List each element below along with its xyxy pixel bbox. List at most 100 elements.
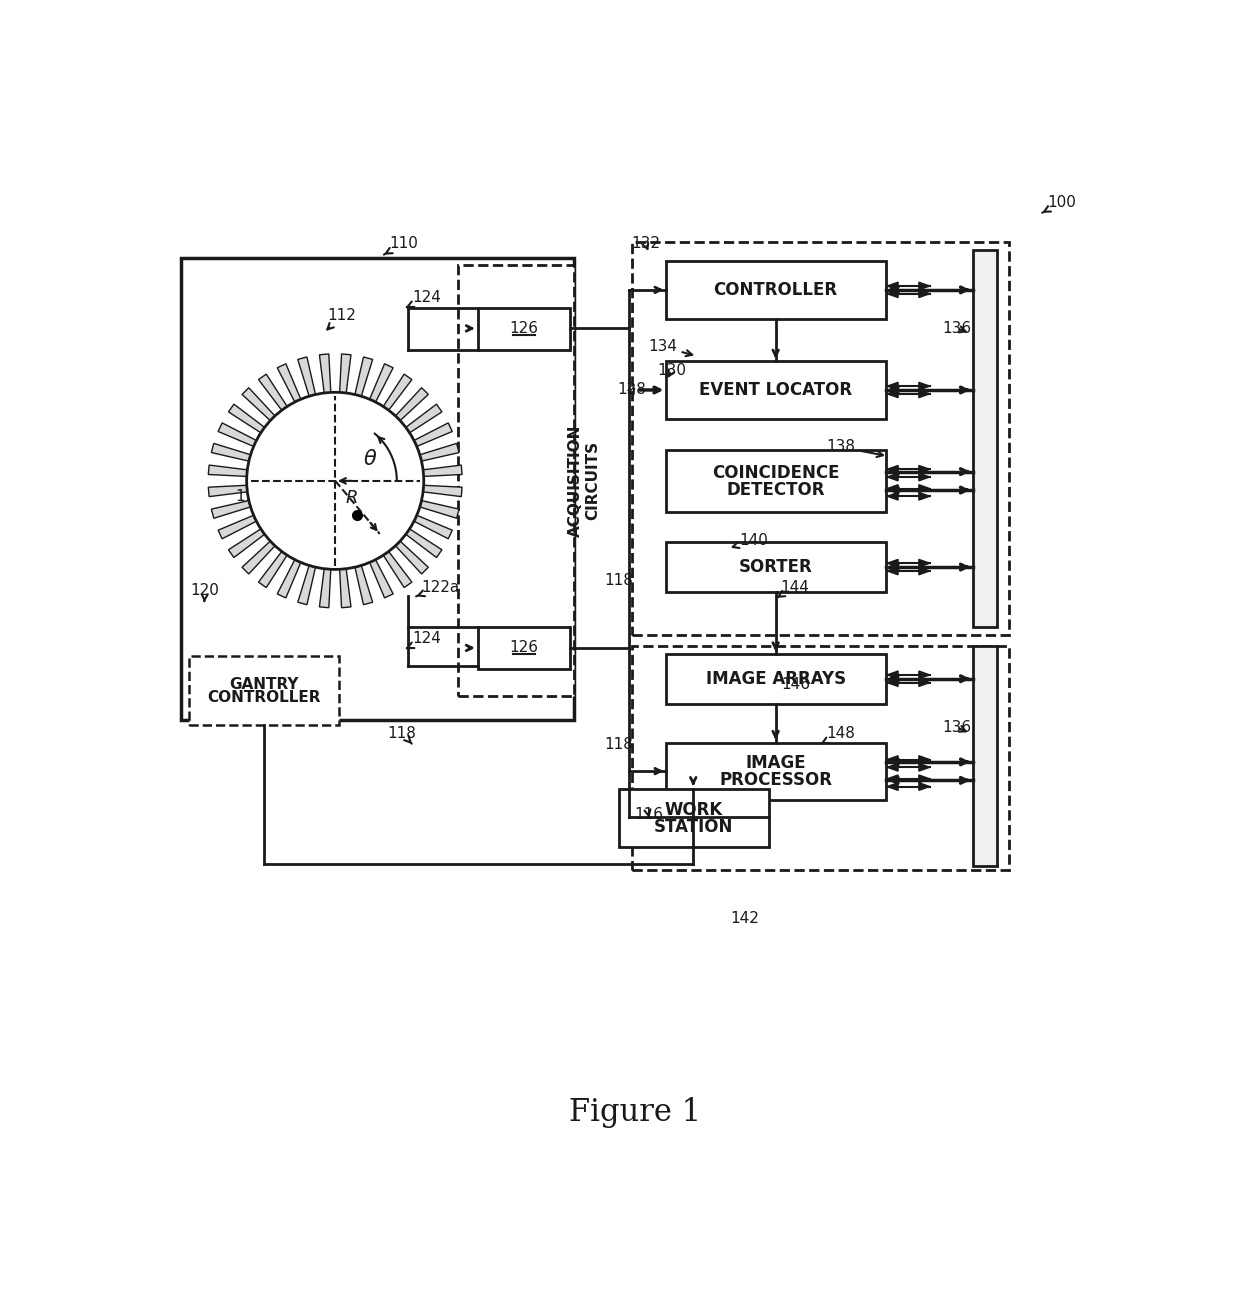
Bar <box>181 257 574 719</box>
Polygon shape <box>242 541 275 573</box>
Polygon shape <box>888 484 898 492</box>
Polygon shape <box>888 466 898 474</box>
Polygon shape <box>258 374 288 411</box>
Polygon shape <box>919 756 930 764</box>
Polygon shape <box>370 363 393 401</box>
Text: 118: 118 <box>605 736 634 752</box>
Polygon shape <box>919 492 930 500</box>
Polygon shape <box>228 529 264 558</box>
Bar <box>666 261 885 319</box>
Text: 134: 134 <box>647 340 692 356</box>
Bar <box>666 362 885 420</box>
Polygon shape <box>298 357 315 396</box>
Polygon shape <box>211 501 250 518</box>
Text: 120: 120 <box>191 584 219 601</box>
Polygon shape <box>888 756 898 764</box>
Text: R: R <box>346 489 358 506</box>
Polygon shape <box>420 443 459 461</box>
Text: 126: 126 <box>510 640 538 656</box>
Text: SORTER: SORTER <box>739 558 812 576</box>
Polygon shape <box>919 474 930 480</box>
Text: IMAGE: IMAGE <box>745 754 806 773</box>
Text: ACQUISITION
CIRCUITS: ACQUISITION CIRCUITS <box>568 425 600 537</box>
Polygon shape <box>888 670 898 678</box>
Polygon shape <box>888 559 898 567</box>
Text: 118: 118 <box>605 573 634 589</box>
Polygon shape <box>218 422 257 446</box>
Bar <box>459 265 574 697</box>
Polygon shape <box>405 529 441 558</box>
Text: CONTROLLER: CONTROLLER <box>713 281 838 299</box>
Text: 100: 100 <box>1043 194 1076 213</box>
Polygon shape <box>208 485 247 497</box>
Text: 118: 118 <box>388 726 417 744</box>
Text: 144: 144 <box>777 580 810 597</box>
Circle shape <box>247 392 424 569</box>
Text: COINCIDENCE: COINCIDENCE <box>712 464 839 482</box>
Polygon shape <box>919 290 930 298</box>
Polygon shape <box>919 559 930 567</box>
Text: $\theta$: $\theta$ <box>362 449 377 470</box>
Polygon shape <box>218 516 257 539</box>
Text: WORK: WORK <box>665 800 723 819</box>
Polygon shape <box>888 390 898 398</box>
Bar <box>631 243 1009 635</box>
Polygon shape <box>396 541 428 573</box>
Bar <box>619 789 769 846</box>
Text: 132: 132 <box>631 236 660 251</box>
Polygon shape <box>340 568 351 607</box>
Polygon shape <box>228 404 264 433</box>
Polygon shape <box>919 466 930 474</box>
Polygon shape <box>888 567 898 575</box>
Polygon shape <box>919 678 930 686</box>
Bar <box>631 647 1009 870</box>
Text: STATION: STATION <box>653 817 733 836</box>
Polygon shape <box>888 382 898 390</box>
Polygon shape <box>208 464 247 476</box>
Polygon shape <box>888 764 898 771</box>
Text: PROCESSOR: PROCESSOR <box>719 771 832 790</box>
Text: 114: 114 <box>236 489 264 504</box>
Text: 142: 142 <box>730 911 759 926</box>
Bar <box>477 627 570 669</box>
Polygon shape <box>919 670 930 678</box>
Polygon shape <box>919 390 930 398</box>
Polygon shape <box>414 516 453 539</box>
Polygon shape <box>211 443 250 461</box>
Text: 136: 136 <box>942 321 971 336</box>
Polygon shape <box>919 783 930 790</box>
Text: 128: 128 <box>618 383 646 398</box>
Text: IMAGE ARRAYS: IMAGE ARRAYS <box>706 669 846 687</box>
Polygon shape <box>258 551 288 588</box>
Text: 112: 112 <box>327 308 356 329</box>
Text: 124: 124 <box>407 290 441 307</box>
Text: 122a: 122a <box>417 580 460 597</box>
Polygon shape <box>888 474 898 480</box>
Polygon shape <box>370 560 393 598</box>
Polygon shape <box>383 551 412 588</box>
Polygon shape <box>888 282 898 290</box>
Polygon shape <box>298 565 315 605</box>
Polygon shape <box>919 764 930 771</box>
Polygon shape <box>919 382 930 390</box>
Polygon shape <box>396 388 428 421</box>
Text: Figure 1: Figure 1 <box>569 1097 702 1128</box>
Text: 126: 126 <box>510 321 538 336</box>
Text: 124: 124 <box>407 631 441 648</box>
Polygon shape <box>414 422 453 446</box>
Polygon shape <box>888 290 898 298</box>
Text: 110: 110 <box>384 236 418 255</box>
Polygon shape <box>383 374 412 411</box>
Text: 136: 136 <box>942 720 971 735</box>
Text: 138: 138 <box>826 440 883 457</box>
Bar <box>666 743 885 800</box>
Polygon shape <box>888 492 898 500</box>
Polygon shape <box>888 783 898 790</box>
Polygon shape <box>919 282 930 290</box>
Text: 140: 140 <box>733 533 769 548</box>
Polygon shape <box>340 354 351 394</box>
Text: CONTROLLER: CONTROLLER <box>207 690 320 706</box>
Bar <box>972 647 997 866</box>
Polygon shape <box>278 363 301 401</box>
Polygon shape <box>320 354 331 394</box>
